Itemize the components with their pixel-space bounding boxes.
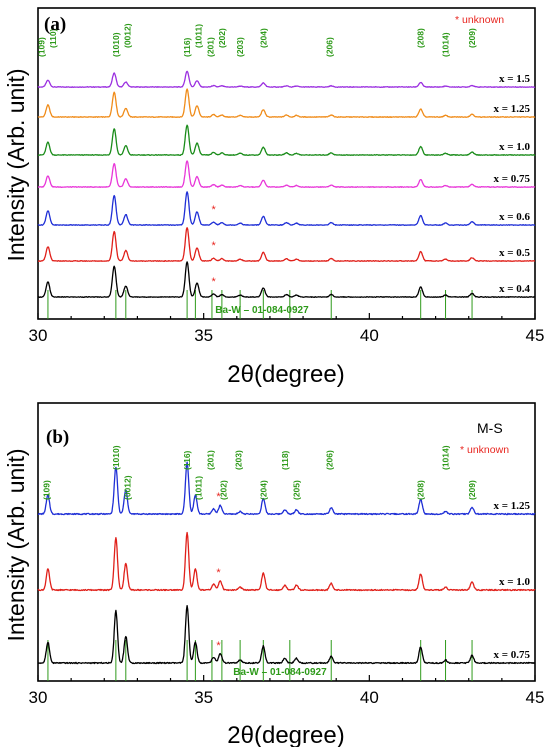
hkl-label: (204) [258,28,268,48]
hkl-label: (206) [325,37,335,57]
hkl-label: (1014) [441,32,451,57]
hkl-labels-b: (109) (1010)(0012) (116)(1011)(201) (202) (2… [41,445,477,500]
series-line [37,227,536,262]
series-label: x = 1.25 [493,103,530,115]
series-label: x = 1.0 [499,576,531,588]
hkl-label: (0012) [123,475,133,500]
hkl-label: (203) [235,37,245,57]
hkl-label: (201) [205,450,215,470]
x-tick-label: 30 [29,326,48,345]
hkl-label: (109) [41,480,51,500]
x-ticks-b: 30 35 40 45 [29,675,545,707]
hkl-label: (205) [291,480,301,500]
y-axis-label-a: Intensity (Arb. unit) [3,68,29,261]
plot-frame-b [37,402,536,682]
panel-label-a: (a) [44,14,66,35]
series-label: x = 1.25 [493,500,530,512]
hkl-label: (204) [258,480,268,500]
series-label: x = 1.5 [499,73,531,85]
hkl-label: (203) [234,450,244,470]
series-line [37,261,536,298]
series-line [37,88,536,118]
x-axis-label-a: 2θ(degree) [227,361,344,388]
hkl-label: (110) [48,28,58,48]
unknown-legend-b: * unknown [460,444,509,456]
panel-label-b: (b) [46,427,69,448]
hkl-label: (116) [182,450,192,470]
hkl-label: (118) [280,450,290,470]
unknown-marker: * [211,240,216,252]
x-ticks-a: 30 35 40 45 [29,313,545,345]
unknown-legend-a: * unknown [455,14,504,26]
panel-a: (109) (110) (1010) (0012) (116) (1011) (201) (2… [3,7,545,388]
y-axis-label-b: Intensity (Arb. unit) [3,448,29,641]
hkl-label: (201) [205,37,215,57]
series-label: x = 1.0 [499,141,531,153]
series-line [37,70,536,88]
hkl-label: (1010) [111,32,121,57]
unknown-markers-b: * * * [216,491,221,652]
hkl-label: (208) [416,28,426,48]
x-tick-label: 30 [29,688,48,707]
hkl-label: (116) [182,37,192,57]
reference-label-b: Ba-W – 01-084-0927 [233,667,327,678]
hkl-label: (209) [467,480,477,500]
panel-b: (109) (1010)(0012) (116)(1011)(201) (202) (2… [3,402,545,747]
hkl-label: (1014) [441,445,451,470]
x-tick-label: 40 [360,326,379,345]
hkl-label: (1011) [194,476,204,500]
x-tick-label: 45 [526,688,545,707]
hkl-label: (202) [219,480,229,500]
series-line [37,160,536,188]
hkl-label: (206) [325,450,335,470]
hkl-label: (1011) [194,24,204,48]
series-label: x = 0.75 [493,649,530,661]
x-tick-label: 35 [194,326,213,345]
series-group-a [37,70,536,298]
series-line [37,531,536,592]
unknown-marker: * [216,491,221,503]
series-label: x = 0.5 [499,247,531,259]
series-label: x = 0.75 [493,173,530,185]
x-tick-label: 45 [526,326,545,345]
plot-frame-a [37,7,536,320]
hkl-label: (1010) [111,445,121,470]
hkl-label: (208) [416,480,426,500]
series-line [37,461,536,516]
series-line [37,124,536,156]
series-line [37,604,536,665]
reference-label-a: Ba-W – 01-084-0927 [215,305,309,316]
sample-label-b: M-S [477,420,503,436]
unknown-marker: * [216,567,221,579]
series-labels-a: x = 1.5 x = 1.25 x = 1.0 x = 0.75 x = 0.6 x =… [493,73,530,295]
hkl-label: (109) [36,37,46,57]
hkl-labels-a: (109) (110) (1010) (0012) (116) (1011) (201) (2… [36,23,477,57]
unknown-marker: * [211,204,216,216]
unknown-marker: * [216,640,221,652]
x-tick-label: 40 [360,688,379,707]
unknown-marker: * [211,276,216,288]
series-line [37,191,536,226]
series-group-b [37,461,536,665]
hkl-label: (0012) [123,23,133,48]
x-axis-label-b: 2θ(degree) [227,722,344,747]
series-labels-b: x = 1.25 x = 1.0 x = 0.75 [493,500,530,661]
hkl-label: (202) [217,28,227,48]
hkl-label: (209) [467,28,477,48]
series-label: x = 0.6 [499,211,531,223]
series-label: x = 0.4 [499,283,531,295]
unknown-markers-a: * * * [211,204,216,288]
x-tick-label: 35 [194,688,213,707]
